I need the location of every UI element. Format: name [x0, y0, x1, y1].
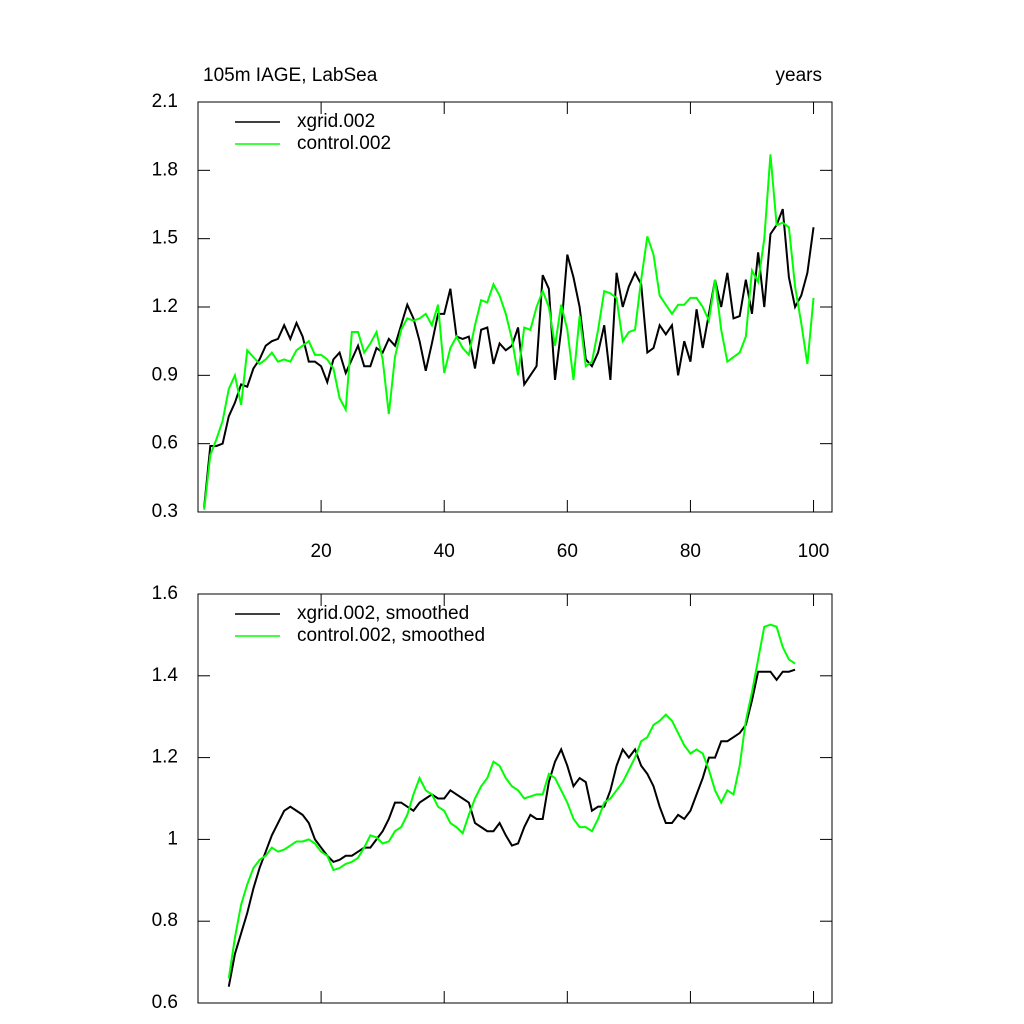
y-tick-label: 0.9 [152, 364, 178, 385]
y-tick-label: 2.1 [152, 91, 178, 112]
data-line [227, 623, 796, 979]
x-tick-label: 20 [311, 541, 332, 562]
legend-label: xgrid.002, smoothed [297, 603, 469, 624]
y-tick-label: 1.2 [152, 296, 178, 317]
data-line [203, 154, 815, 510]
y-tick-label: 0.6 [152, 992, 178, 1013]
x-tick-label: 40 [434, 541, 455, 562]
y-tick-label: 1.5 [152, 228, 178, 249]
legend-label: xgrid.002 [297, 111, 375, 132]
x-axis-label: years [776, 65, 822, 86]
y-tick-label: 1.4 [152, 665, 179, 686]
x-tick-label: 60 [557, 541, 578, 562]
chart-title: 105m IAGE, LabSea [203, 65, 378, 86]
legend-label: control.002, smoothed [297, 625, 485, 646]
legend-label: control.002 [297, 133, 391, 154]
x-tick-label: 100 [798, 541, 830, 562]
y-tick-label: 1 [167, 828, 178, 849]
plot-frame [197, 593, 833, 1004]
y-tick-label: 0.3 [152, 501, 178, 522]
plot-frame [197, 101, 833, 513]
data-line [203, 208, 815, 508]
y-tick-label: 1.8 [152, 159, 178, 180]
y-tick-label: 1.2 [152, 747, 178, 768]
data-line [227, 668, 796, 987]
y-tick-label: 1.6 [152, 583, 178, 604]
y-tick-label: 0.6 [152, 433, 178, 454]
y-tick-label: 0.8 [152, 910, 178, 931]
x-tick-label: 80 [680, 541, 701, 562]
